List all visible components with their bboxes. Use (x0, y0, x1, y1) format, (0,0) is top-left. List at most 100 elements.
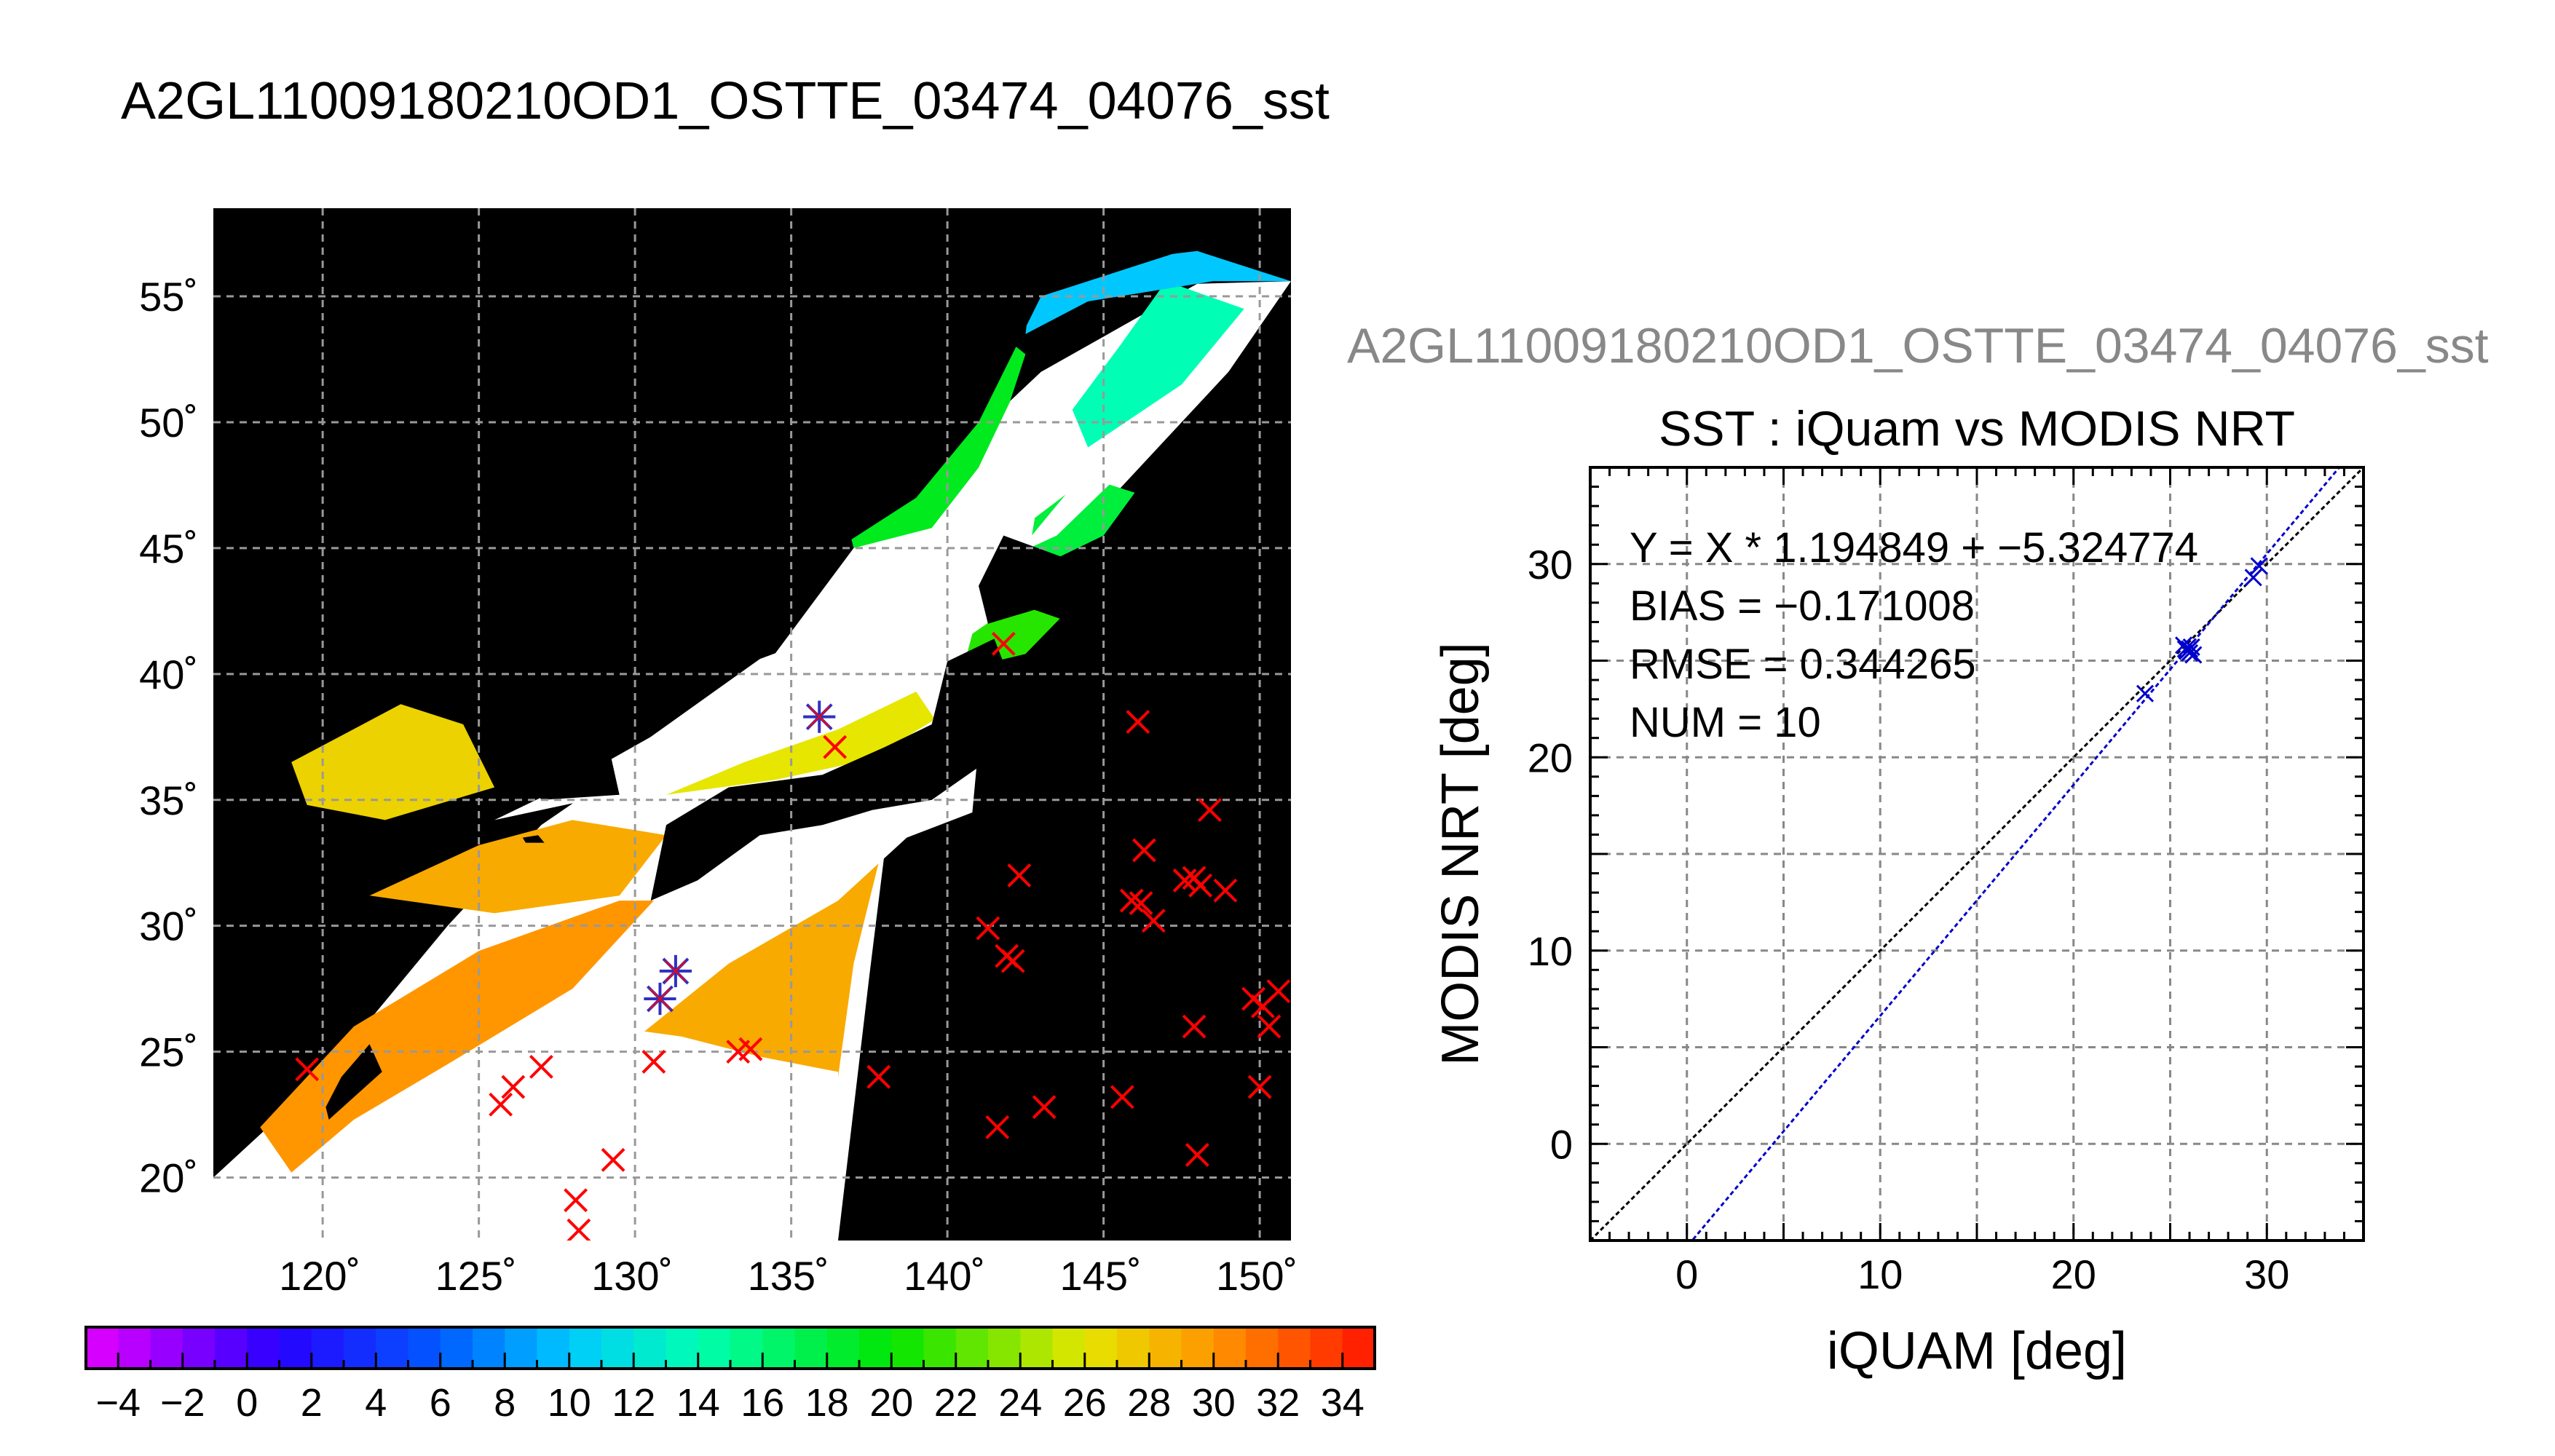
scatter-stat-line: BIAS = −0.171008 (1630, 582, 1975, 630)
colorbar-cell (988, 1327, 1021, 1369)
lat-tick-label: 35˚ (139, 778, 198, 823)
scatter-y-tick-labels: 0 10 20 30 (1528, 542, 1573, 1168)
scatter-y-tick-label: 0 (1550, 1121, 1573, 1167)
sst-region (666, 692, 935, 795)
colorbar-cell (730, 1327, 763, 1369)
sst-region (1025, 478, 1135, 574)
land-region (522, 835, 545, 843)
colorbar-cell (279, 1327, 312, 1369)
latitude-tick-labels: 20˚ 25˚ 30˚ 35˚ 40˚ 45˚ 50˚ 55˚ (139, 274, 198, 1200)
buoy-marker (976, 916, 1000, 941)
buoy-markers (295, 631, 1291, 1241)
colorbar-cell (698, 1327, 731, 1369)
colorbar-tick-label: 18 (805, 1381, 849, 1425)
sst-region (260, 901, 654, 1173)
matchup-buoy-marker (808, 705, 830, 728)
scatter-stat-line: Y = X * 1.194849 + −5.324774 (1630, 524, 2198, 571)
buoy-marker (1188, 873, 1213, 898)
colorbar-tick-label: 22 (934, 1381, 978, 1425)
scatter-y-axis-label: MODIS NRT [deg] (1431, 642, 1490, 1066)
scatter-x-tick-labels: 0 10 20 30 (1675, 1251, 2289, 1297)
colorbar-tick-label: 6 (430, 1381, 451, 1425)
buoy-marker (1119, 888, 1144, 913)
scatter-tick-marks (1590, 467, 2364, 1241)
colorbar-cell (891, 1327, 925, 1369)
buoy-marker (564, 1188, 588, 1213)
buoy-marker (1110, 1085, 1134, 1109)
colorbar-tick-label: 4 (365, 1381, 387, 1425)
scatter-x-tick-label: 20 (2051, 1251, 2096, 1297)
buoy-marker (1257, 1014, 1282, 1039)
colorbar-cell (537, 1327, 570, 1369)
map-gridlines (213, 208, 1291, 1241)
identity-line (1590, 467, 2364, 1241)
land-region (325, 1044, 382, 1120)
colorbar-tick-labels: −4 −2 0 2 4 6 8 10 12 14 16 18 20 22 24 26 28 30 32 34 (95, 1381, 1364, 1425)
scatter-point (2250, 557, 2268, 575)
colorbar-cell (182, 1327, 216, 1369)
buoy-marker (566, 1218, 591, 1241)
colorbar-tick-label: −2 (160, 1381, 205, 1425)
colorbar-cell (1278, 1327, 1311, 1369)
matchup-markers (644, 700, 836, 1016)
page-title: A2GL11009180210OD1_OSTTE_03474_04076_sst (121, 72, 1330, 130)
colorbar-cell (794, 1327, 828, 1369)
colorbar-cell (1246, 1327, 1279, 1369)
colorbar-cell (440, 1327, 473, 1369)
regression-line (1691, 467, 2341, 1241)
buoy-marker (738, 1037, 763, 1061)
colorbar-cell (666, 1327, 699, 1369)
colorbar-cell (1342, 1327, 1375, 1369)
scatter-point (2180, 640, 2199, 658)
lat-tick-label: 50˚ (139, 400, 198, 446)
colorbar-cell (1213, 1327, 1247, 1369)
colorbar-tick-label: −4 (95, 1381, 141, 1425)
land-region (979, 535, 1120, 624)
buoy-marker (1032, 1095, 1057, 1120)
colorbar-cell (344, 1327, 376, 1369)
matchup-buoy-marker (665, 960, 687, 982)
longitude-tick-labels: 120˚ 125˚ 130˚ 135˚ 140˚ 145˚ 150˚ (279, 1253, 1298, 1299)
colorbar-cell (150, 1327, 183, 1369)
scatter-subtitle: A2GL11009180210OD1_OSTTE_03474_04076_sst (1347, 318, 2489, 373)
colorbar-cell (1117, 1327, 1150, 1369)
scatter-stat-line: RMSE = 0.344265 (1630, 641, 1976, 688)
colorbar-tick-label: 0 (236, 1381, 258, 1425)
scatter-point (2136, 684, 2155, 703)
lon-tick-label: 140˚ (904, 1253, 985, 1299)
colorbar-tick-label: 8 (494, 1381, 516, 1425)
colorbar-tick-label: 34 (1321, 1381, 1365, 1425)
scatter-y-tick-label: 20 (1528, 735, 1573, 780)
sst-region (369, 820, 666, 914)
colorbar-cell (1052, 1327, 1086, 1369)
scatter-plot: A2GL11009180210OD1_OSTTE_03474_04076_sst… (1347, 318, 2489, 1380)
cloud-mask (384, 371, 1223, 1241)
colorbar-cell (569, 1327, 602, 1369)
lat-tick-label: 20˚ (139, 1155, 198, 1201)
colorbar-cell (505, 1327, 538, 1369)
lon-tick-label: 145˚ (1060, 1253, 1142, 1299)
buoy-marker (529, 1054, 553, 1079)
buoy-marker (489, 1092, 513, 1117)
buoy-marker (1132, 838, 1156, 863)
buoy-marker (1266, 979, 1291, 1004)
colorbar-cell (215, 1327, 248, 1369)
colorbar-tick-label: 16 (741, 1381, 784, 1425)
scatter-y-tick-label: 10 (1528, 928, 1573, 974)
scatter-title: SST : iQuam vs MODIS NRT (1659, 401, 2295, 456)
buoy-marker (1198, 798, 1222, 823)
colorbar-tick-label: 30 (1192, 1381, 1236, 1425)
colorbar-tick-label: 2 (301, 1381, 323, 1425)
buoy-marker (866, 1064, 891, 1089)
scatter-y-tick-label: 30 (1528, 542, 1573, 587)
cloud-region (713, 704, 838, 740)
buoy-marker (985, 1115, 1010, 1139)
sst-region (1072, 281, 1244, 448)
buoy-marker (641, 1050, 666, 1074)
colorbar-cell (247, 1327, 280, 1369)
matchup-buoy-marker (649, 988, 671, 1010)
lon-tick-label: 150˚ (1216, 1253, 1298, 1299)
buoy-marker (295, 1057, 320, 1082)
buoy-marker (823, 735, 848, 759)
lon-tick-label: 120˚ (279, 1253, 360, 1299)
